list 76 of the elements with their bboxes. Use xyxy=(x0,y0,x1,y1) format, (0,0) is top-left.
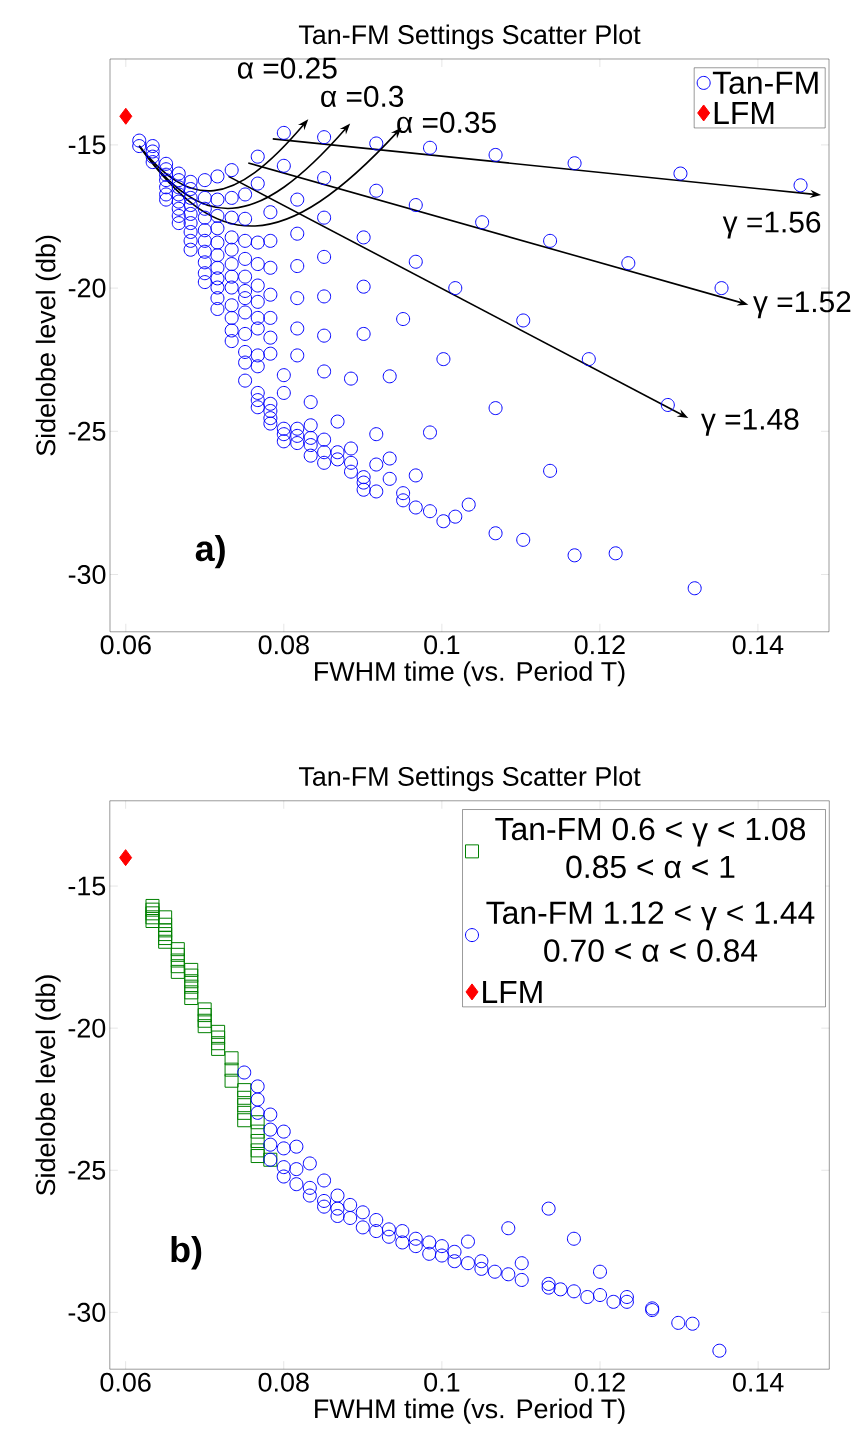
point xyxy=(211,1030,226,1045)
x-tick-label: 0.12 xyxy=(574,1372,625,1392)
x-tick-label: 0.08 xyxy=(258,1372,309,1392)
point xyxy=(237,1090,252,1105)
y-tick-label: -20 xyxy=(68,278,106,298)
point xyxy=(224,1051,239,1066)
y-tick-label: -15 xyxy=(68,135,106,155)
point xyxy=(184,979,199,994)
point xyxy=(237,1105,252,1120)
point xyxy=(145,902,160,917)
point xyxy=(158,923,173,938)
annotation: b) xyxy=(171,1235,202,1270)
point xyxy=(211,1024,226,1039)
x-tick-label: 0.1 xyxy=(424,635,460,655)
legend-label: Tan-FM 0.6 < γ < 1.08 0.85 < α < 1 xyxy=(495,817,806,879)
point xyxy=(170,947,185,962)
point xyxy=(158,927,173,942)
y-axis-title: Sidelobe level (db) xyxy=(35,975,61,1196)
point xyxy=(170,953,185,968)
point xyxy=(170,942,185,957)
point xyxy=(184,991,199,1006)
point xyxy=(145,898,160,913)
annotation: γ =1.52 xyxy=(753,291,851,319)
annotation: γ =1.56 xyxy=(722,211,821,239)
annotation: α =0.3 xyxy=(321,85,404,108)
x-tick-label: 0.1 xyxy=(424,1372,460,1392)
y-axis-title: Sidelobe level (db) xyxy=(35,235,61,456)
y-tick-label: -15 xyxy=(68,876,106,896)
point xyxy=(250,1149,265,1164)
point xyxy=(145,914,160,929)
x-tick-label: 0.14 xyxy=(733,1372,784,1392)
chart-title: Tan-FM Settings Scatter Plot xyxy=(298,766,641,792)
chart-title: Tan-FM Settings Scatter Plot xyxy=(298,24,641,50)
point xyxy=(224,1062,239,1077)
x-tick-label: 0.14 xyxy=(732,635,784,655)
annotation: α =0.35 xyxy=(397,111,496,134)
annotation: a) xyxy=(195,534,225,569)
point xyxy=(184,962,199,977)
point xyxy=(145,906,160,921)
x-axis-title: FWHM time (vs. Period T) xyxy=(315,1398,625,1424)
point xyxy=(237,1098,252,1113)
annotation: α =0.25 xyxy=(237,57,337,79)
point xyxy=(237,1113,252,1128)
point xyxy=(184,974,199,989)
point xyxy=(184,985,199,1000)
point xyxy=(211,1036,226,1051)
x-axis-title: FWHM time (vs. Period T) xyxy=(315,661,625,687)
point xyxy=(224,1073,239,1088)
annotation: γ =1.48 xyxy=(701,408,799,436)
point xyxy=(250,1143,265,1158)
y-tick-label: -20 xyxy=(68,1018,106,1038)
point xyxy=(170,964,185,979)
y-tick-label: -30 xyxy=(68,564,106,585)
legend-label: LFM xyxy=(714,102,774,124)
point xyxy=(197,1002,212,1017)
point xyxy=(197,1019,212,1034)
y-tick-label: -25 xyxy=(68,421,106,441)
x-tick-label: 0.06 xyxy=(100,1372,151,1392)
y-tick-label: -25 xyxy=(68,1160,106,1180)
legend-label: LFM xyxy=(483,980,542,1003)
point xyxy=(184,968,199,983)
x-tick-label: 0.06 xyxy=(100,635,151,655)
x-tick-label: 0.08 xyxy=(258,635,309,655)
point xyxy=(250,1124,265,1139)
point xyxy=(197,1013,212,1028)
point xyxy=(197,1008,212,1023)
x-tick-label: 0.12 xyxy=(574,635,625,655)
point xyxy=(211,1041,226,1056)
point xyxy=(250,1133,265,1148)
legend-label: Tan-FM xyxy=(712,71,818,95)
point xyxy=(145,910,160,925)
point xyxy=(170,959,185,974)
y-tick-label: -30 xyxy=(68,1302,106,1322)
point xyxy=(119,849,133,867)
legend-label: Tan-FM 1.12 < γ < 1.44 0.70 < α < 0.84 xyxy=(486,901,815,962)
point xyxy=(237,1083,252,1098)
